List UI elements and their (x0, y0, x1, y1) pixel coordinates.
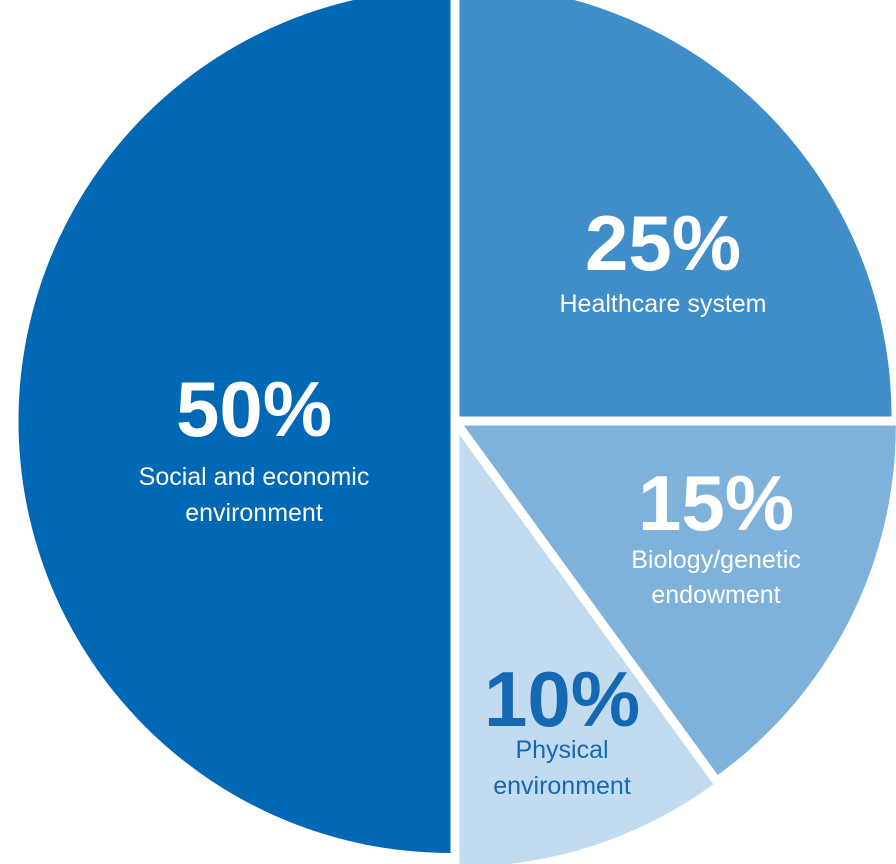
slice-category-label-healthcare-system: Healthcare system (559, 290, 766, 318)
slice-category-label-physical-environment: Physical (515, 736, 608, 764)
pie-slice-physical-environment (459, 434, 714, 864)
slice-category-label-biology-genetic-endowment: Biology/genetic (631, 546, 801, 574)
slice-category-label-social-and-economic-environment: Social and economic (139, 463, 370, 491)
slice-group-social-and-economic-environment (18, 0, 451, 853)
slice-value-label-social-and-economic-environment: 50% (176, 365, 332, 453)
slice-value-label-physical-environment: 10% (484, 655, 640, 743)
slice-group-physical-environment (459, 434, 714, 864)
slice-group-healthcare-system (459, 0, 892, 417)
slice-value-label-healthcare-system: 25% (585, 199, 741, 287)
slice-value-label-biology-genetic-endowment: 15% (638, 459, 794, 547)
slice-category-label-biology-genetic-endowment: endowment (651, 581, 780, 609)
slice-group-biology-genetic-endowment (463, 425, 896, 775)
pie-slice-social-and-economic-environment (18, 0, 451, 853)
slice-category-label-physical-environment: environment (493, 772, 631, 800)
pie-slice-healthcare-system (459, 0, 892, 417)
slice-category-label-social-and-economic-environment: environment (185, 499, 323, 527)
pie-slice-biology-genetic-endowment (463, 425, 896, 775)
